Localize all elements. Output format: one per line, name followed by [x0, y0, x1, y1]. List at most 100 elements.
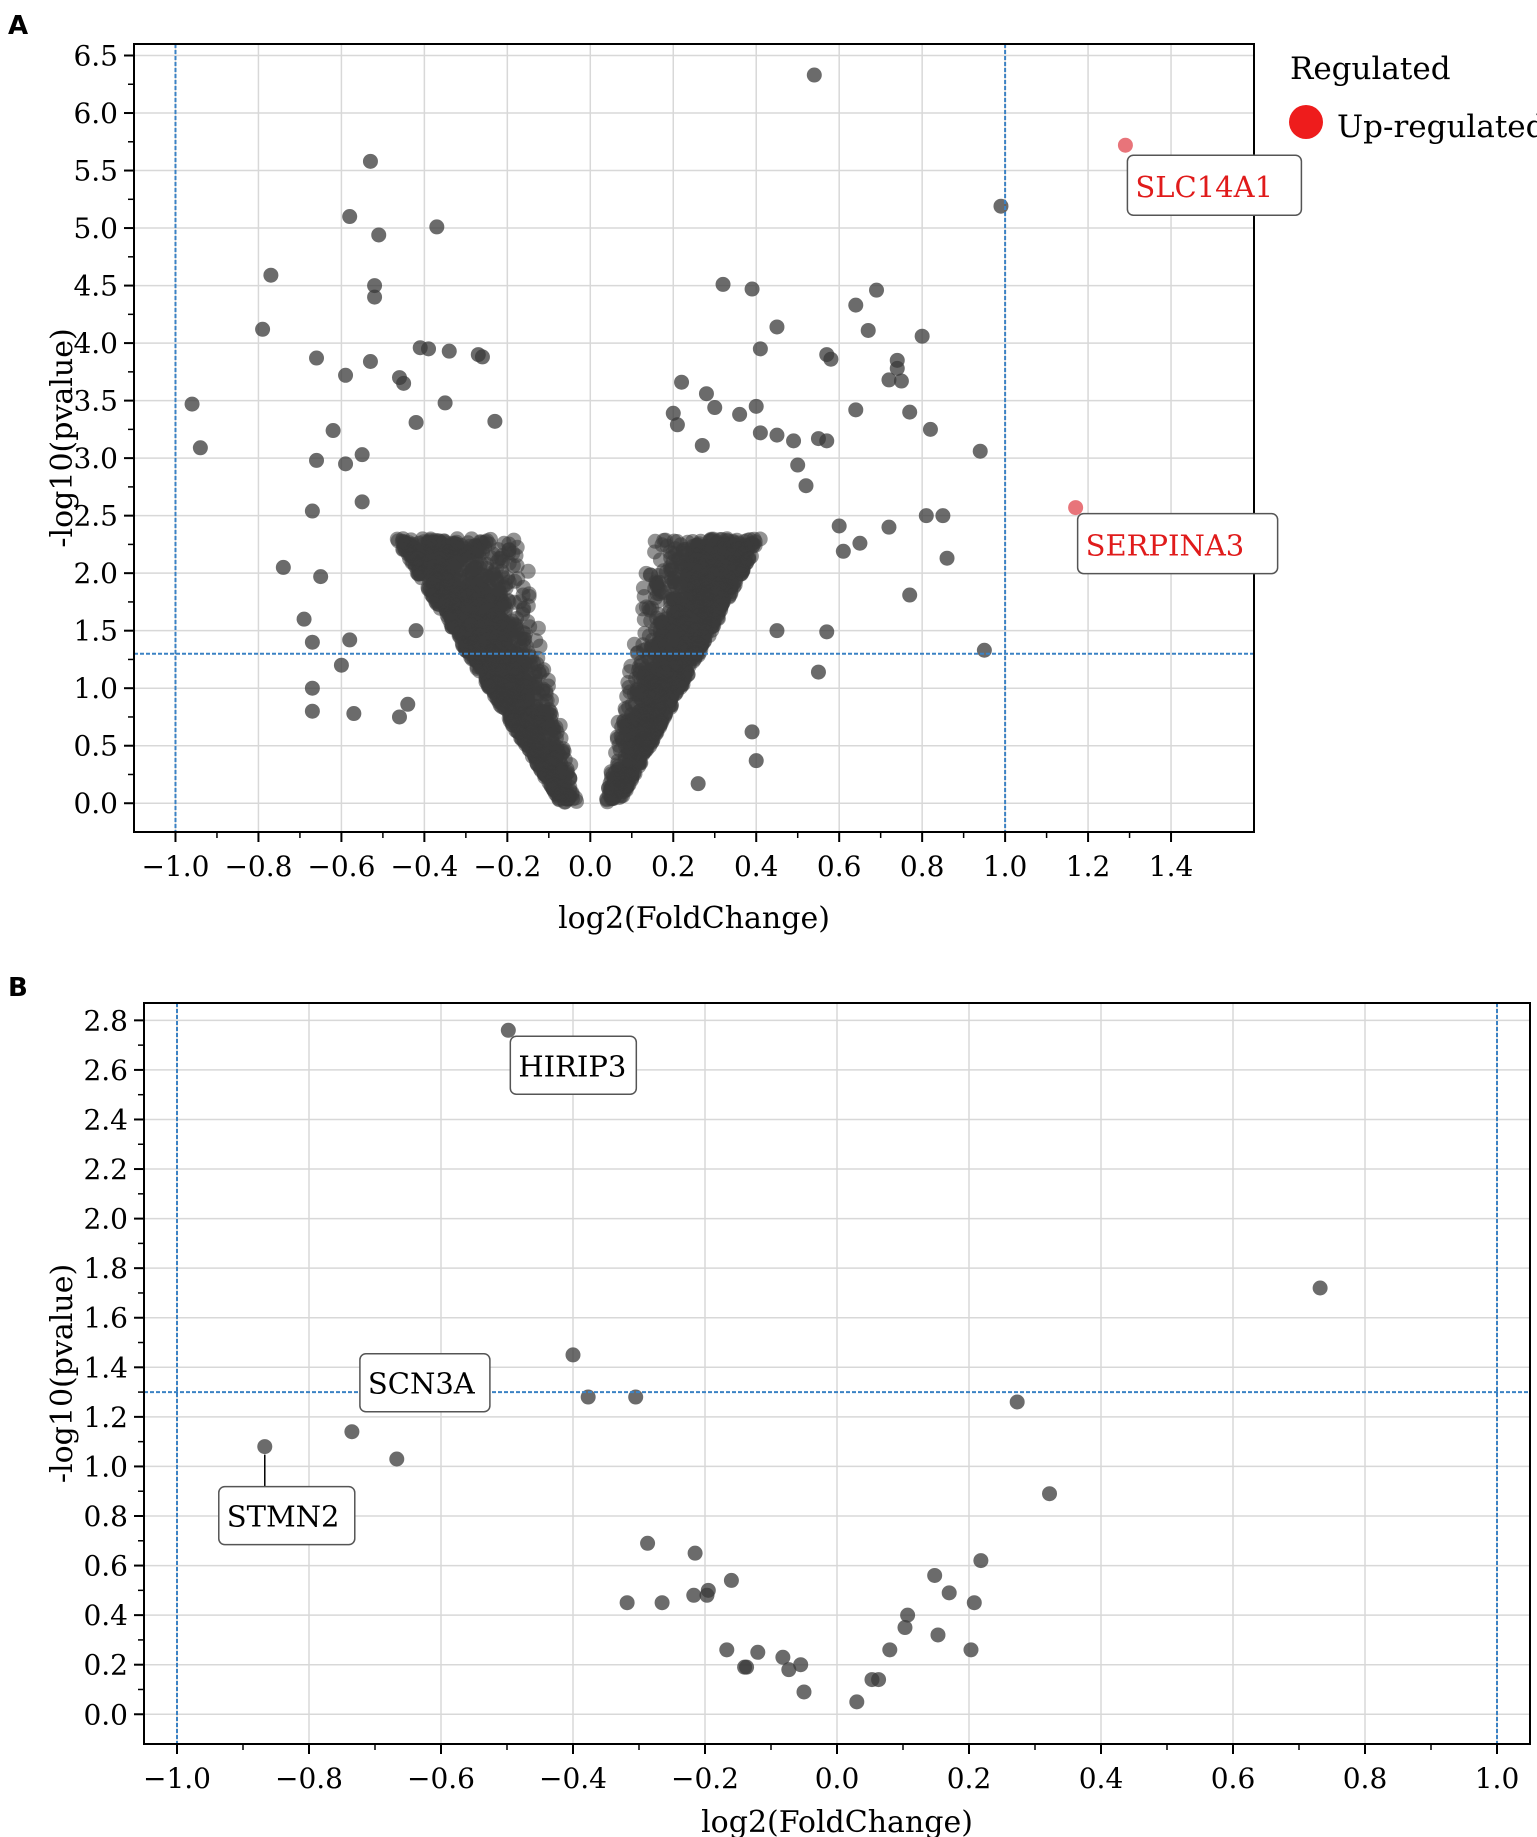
y-axis-b: 0.0 0.2 0.4 0.6 0.8 1.0 1.2 1.4 1.6 1.8 2.0 2.2 2.4 2… — [83, 1004, 144, 1731]
y-tick-label: 1.5 — [73, 615, 118, 648]
data-point — [635, 580, 651, 596]
x-tick-label: 0.2 — [651, 850, 696, 883]
data-point — [798, 478, 814, 494]
y-axis-a: 0.0 0.5 1.0 1.5 2.0 2.5 3.0 3.5 4.0 4.5 5.0 5.5 6.0 6… — [73, 40, 134, 820]
annotation-label: SCN3A — [368, 1367, 476, 1401]
data-point — [506, 532, 522, 548]
data-point — [508, 548, 524, 564]
y-tick-label: 6.5 — [73, 40, 118, 73]
data-point — [484, 679, 500, 695]
data-point — [437, 395, 453, 411]
data-point — [471, 542, 487, 558]
data-point — [810, 664, 826, 680]
data-point — [674, 374, 690, 390]
highlight-points-a — [1068, 137, 1133, 516]
data-point — [509, 621, 525, 637]
data-point — [819, 624, 835, 640]
data-point — [673, 616, 688, 632]
data-point — [520, 563, 536, 579]
panel-letter-b: B — [8, 973, 28, 1003]
x-tick-label: −0.4 — [539, 1762, 607, 1795]
data-point — [619, 1595, 635, 1611]
annotations-a: SLC14A1 SERPINA3 — [1076, 154, 1303, 575]
data-point — [775, 1649, 791, 1665]
data-point — [391, 709, 407, 725]
data-point — [744, 281, 760, 297]
data-point — [831, 518, 847, 534]
data-point — [1042, 1486, 1058, 1502]
data-point — [744, 724, 760, 740]
x-tick-label: −0.8 — [224, 850, 292, 883]
annotation-box — [509, 1035, 638, 1096]
data-point — [769, 319, 785, 335]
data-point — [835, 543, 851, 559]
data-point — [501, 675, 517, 691]
y-tick-label: 1.8 — [83, 1252, 128, 1285]
data-point — [184, 396, 200, 412]
data-point — [652, 623, 668, 639]
x-tick-label: 0.4 — [734, 850, 779, 883]
data-point — [882, 1642, 898, 1658]
data-point — [719, 1642, 735, 1658]
data-point — [715, 276, 731, 292]
x-tick-label: −0.6 — [307, 850, 375, 883]
data-point — [852, 535, 868, 551]
data-point — [338, 456, 354, 472]
data-point — [459, 598, 475, 614]
y-axis-label-a: -log10(pvalue) — [45, 328, 80, 547]
data-point — [481, 593, 497, 609]
data-point — [972, 443, 988, 459]
data-point — [429, 219, 445, 235]
annotation-box — [218, 1485, 356, 1546]
data-point — [609, 731, 625, 747]
legend-title: Regulated — [1290, 51, 1451, 87]
data-point — [1009, 1394, 1025, 1410]
data-point — [275, 559, 291, 575]
data-point — [666, 574, 682, 589]
data-point — [727, 545, 743, 561]
x-tick-label: 0.4 — [1079, 1762, 1124, 1795]
data-point — [408, 623, 424, 639]
data-point — [669, 417, 685, 433]
y-tick-label: 1.6 — [83, 1302, 128, 1335]
data-point — [511, 699, 527, 715]
x-tick-label: 1.2 — [1066, 850, 1111, 883]
y-tick-label: 6.0 — [73, 97, 118, 130]
data-point — [544, 717, 560, 733]
data-point — [410, 551, 426, 567]
data-point — [492, 586, 508, 602]
x-axis-b: −1.0 −0.8 −0.6 −0.4 −0.2 0.0 0.2 0.4 0.6 0.8 1.0 — [143, 1744, 1519, 1795]
data-point — [354, 447, 370, 463]
data-point — [881, 519, 897, 535]
data-point — [565, 1347, 581, 1363]
y-tick-label: 2.0 — [83, 1203, 128, 1236]
y-tick-label: 3.5 — [73, 385, 118, 418]
data-point — [973, 1553, 989, 1569]
x-axis-label-a: log2(FoldChange) — [558, 901, 830, 936]
y-axis-label-b: -log10(pvalue) — [45, 1264, 80, 1483]
legend-label-up: Up-regulated — [1337, 109, 1537, 145]
data-point — [823, 351, 839, 367]
data-point — [963, 1642, 979, 1658]
data-point — [889, 352, 905, 368]
data-point — [451, 626, 467, 641]
data-point — [304, 503, 320, 519]
data-point — [624, 744, 640, 759]
data-point — [367, 289, 383, 305]
y-tick-label: 0.2 — [83, 1649, 128, 1682]
data-point — [296, 611, 312, 627]
data-point — [421, 341, 437, 357]
data-point — [608, 745, 624, 761]
data-point — [433, 589, 449, 605]
data-point — [344, 1424, 360, 1440]
data-point — [930, 1627, 946, 1643]
data-point — [510, 724, 526, 740]
data-point — [941, 1585, 957, 1601]
data-point — [580, 1389, 596, 1405]
data-point — [505, 713, 521, 729]
data-point — [686, 1587, 702, 1603]
data-point — [342, 209, 358, 225]
x-tick-label: −1.0 — [143, 1762, 211, 1795]
data-point — [622, 723, 638, 739]
